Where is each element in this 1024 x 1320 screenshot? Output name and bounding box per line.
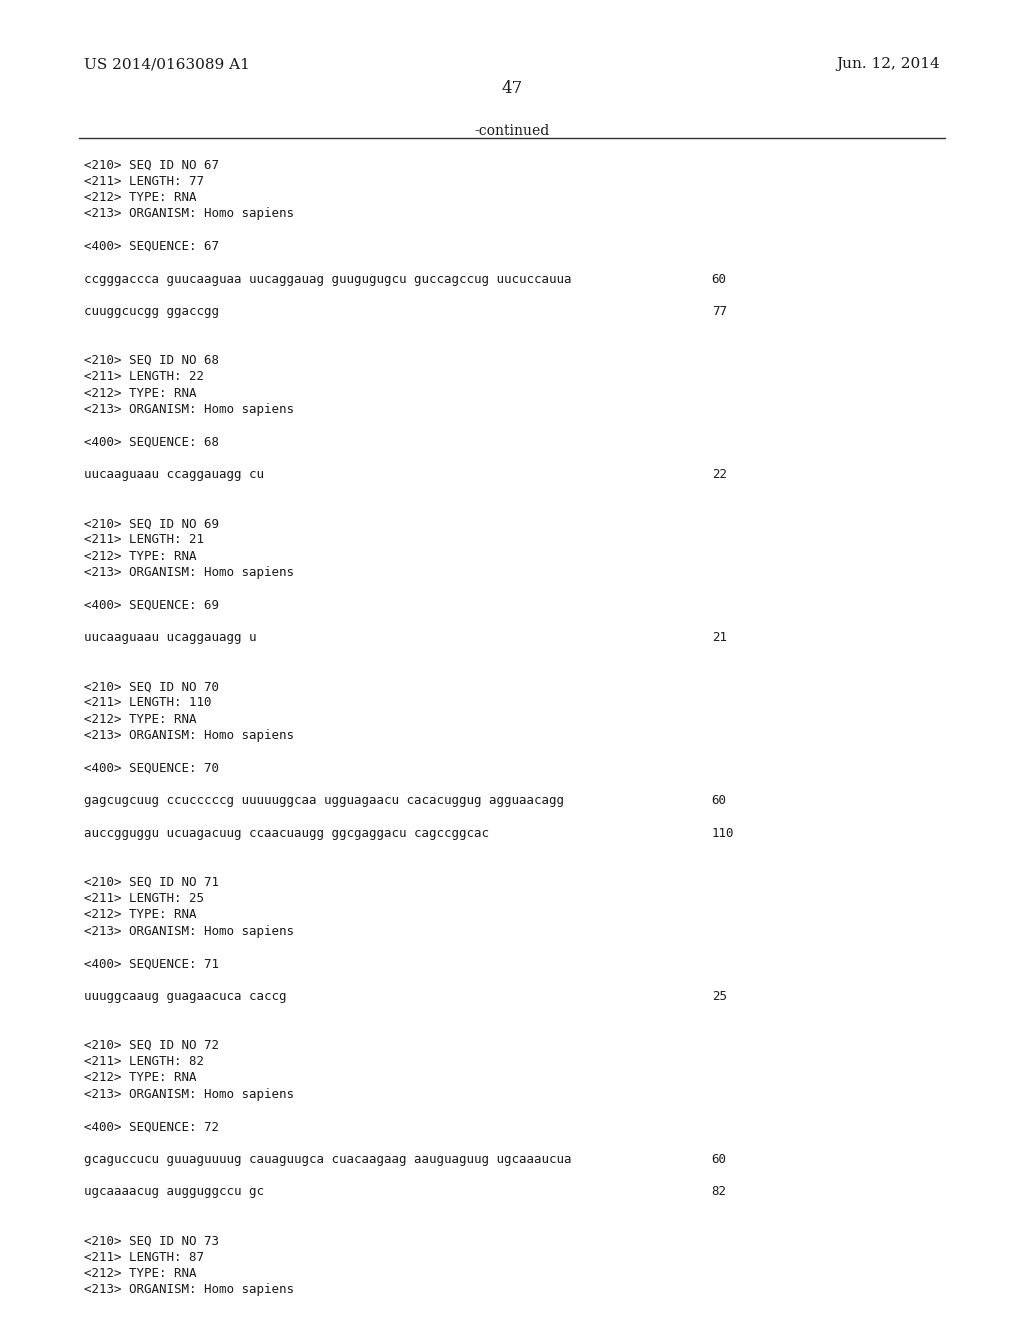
Text: ccgggaccca guucaaguaa uucaggauag guugugugcu guccagccug uucuccauua: ccgggaccca guucaaguaa uucaggauag guugugu… <box>84 272 571 285</box>
Text: ugcaaaacug augguggccu gc: ugcaaaacug augguggccu gc <box>84 1185 264 1199</box>
Text: 77: 77 <box>712 305 727 318</box>
Text: 22: 22 <box>712 469 727 480</box>
Text: uuuggcaaug guagaacuca caccg: uuuggcaaug guagaacuca caccg <box>84 990 287 1003</box>
Text: gcaguccucu guuaguuuug cauaguugca cuacaagaag aauguaguug ugcaaaucua: gcaguccucu guuaguuuug cauaguugca cuacaag… <box>84 1152 571 1166</box>
Text: <213> ORGANISM: Homo sapiens: <213> ORGANISM: Homo sapiens <box>84 566 294 579</box>
Text: <400> SEQUENCE: 69: <400> SEQUENCE: 69 <box>84 598 219 611</box>
Text: auccgguggu ucuagacuug ccaacuaugg ggcgaggacu cagccggcac: auccgguggu ucuagacuug ccaacuaugg ggcgagg… <box>84 826 489 840</box>
Text: <400> SEQUENCE: 70: <400> SEQUENCE: 70 <box>84 762 219 775</box>
Text: 25: 25 <box>712 990 727 1003</box>
Text: <211> LENGTH: 110: <211> LENGTH: 110 <box>84 697 212 709</box>
Text: <400> SEQUENCE: 67: <400> SEQUENCE: 67 <box>84 240 219 253</box>
Text: uucaaguaau ucaggauagg u: uucaaguaau ucaggauagg u <box>84 631 256 644</box>
Text: <213> ORGANISM: Homo sapiens: <213> ORGANISM: Homo sapiens <box>84 924 294 937</box>
Text: <210> SEQ ID NO 69: <210> SEQ ID NO 69 <box>84 517 219 531</box>
Text: <211> LENGTH: 25: <211> LENGTH: 25 <box>84 892 204 906</box>
Text: <210> SEQ ID NO 72: <210> SEQ ID NO 72 <box>84 1039 219 1052</box>
Text: <211> LENGTH: 21: <211> LENGTH: 21 <box>84 533 204 546</box>
Text: <213> ORGANISM: Homo sapiens: <213> ORGANISM: Homo sapiens <box>84 1088 294 1101</box>
Text: <400> SEQUENCE: 72: <400> SEQUENCE: 72 <box>84 1121 219 1133</box>
Text: <213> ORGANISM: Homo sapiens: <213> ORGANISM: Homo sapiens <box>84 729 294 742</box>
Text: <210> SEQ ID NO 70: <210> SEQ ID NO 70 <box>84 680 219 693</box>
Text: <211> LENGTH: 82: <211> LENGTH: 82 <box>84 1055 204 1068</box>
Text: <211> LENGTH: 22: <211> LENGTH: 22 <box>84 371 204 383</box>
Text: 82: 82 <box>712 1185 727 1199</box>
Text: -continued: -continued <box>474 124 550 139</box>
Text: uucaaguaau ccaggauagg cu: uucaaguaau ccaggauagg cu <box>84 469 264 480</box>
Text: US 2014/0163089 A1: US 2014/0163089 A1 <box>84 58 250 71</box>
Text: gagcugcuug ccucccccg uuuuuggcaa ugguagaacu cacacuggug agguaacagg: gagcugcuug ccucccccg uuuuuggcaa ugguagaa… <box>84 795 564 807</box>
Text: <213> ORGANISM: Homo sapiens: <213> ORGANISM: Homo sapiens <box>84 403 294 416</box>
Text: <213> ORGANISM: Homo sapiens: <213> ORGANISM: Homo sapiens <box>84 207 294 220</box>
Text: <212> TYPE: RNA: <212> TYPE: RNA <box>84 387 197 400</box>
Text: <212> TYPE: RNA: <212> TYPE: RNA <box>84 1267 197 1280</box>
Text: 60: 60 <box>712 1152 727 1166</box>
Text: 47: 47 <box>502 79 522 96</box>
Text: <212> TYPE: RNA: <212> TYPE: RNA <box>84 191 197 205</box>
Text: cuuggcucgg ggaccgg: cuuggcucgg ggaccgg <box>84 305 219 318</box>
Text: <210> SEQ ID NO 71: <210> SEQ ID NO 71 <box>84 875 219 888</box>
Text: <212> TYPE: RNA: <212> TYPE: RNA <box>84 908 197 921</box>
Text: <400> SEQUENCE: 68: <400> SEQUENCE: 68 <box>84 436 219 449</box>
Text: <210> SEQ ID NO 73: <210> SEQ ID NO 73 <box>84 1234 219 1247</box>
Text: <210> SEQ ID NO 67: <210> SEQ ID NO 67 <box>84 158 219 172</box>
Text: Jun. 12, 2014: Jun. 12, 2014 <box>837 58 940 71</box>
Text: <213> ORGANISM: Homo sapiens: <213> ORGANISM: Homo sapiens <box>84 1283 294 1296</box>
Text: 110: 110 <box>712 826 734 840</box>
Text: <400> SEQUENCE: 71: <400> SEQUENCE: 71 <box>84 957 219 970</box>
Text: 60: 60 <box>712 272 727 285</box>
Text: 60: 60 <box>712 795 727 807</box>
Text: <212> TYPE: RNA: <212> TYPE: RNA <box>84 1072 197 1084</box>
Text: <211> LENGTH: 77: <211> LENGTH: 77 <box>84 174 204 187</box>
Text: <212> TYPE: RNA: <212> TYPE: RNA <box>84 713 197 726</box>
Text: <211> LENGTH: 87: <211> LENGTH: 87 <box>84 1250 204 1263</box>
Text: 21: 21 <box>712 631 727 644</box>
Text: <210> SEQ ID NO 68: <210> SEQ ID NO 68 <box>84 354 219 367</box>
Text: <212> TYPE: RNA: <212> TYPE: RNA <box>84 549 197 562</box>
